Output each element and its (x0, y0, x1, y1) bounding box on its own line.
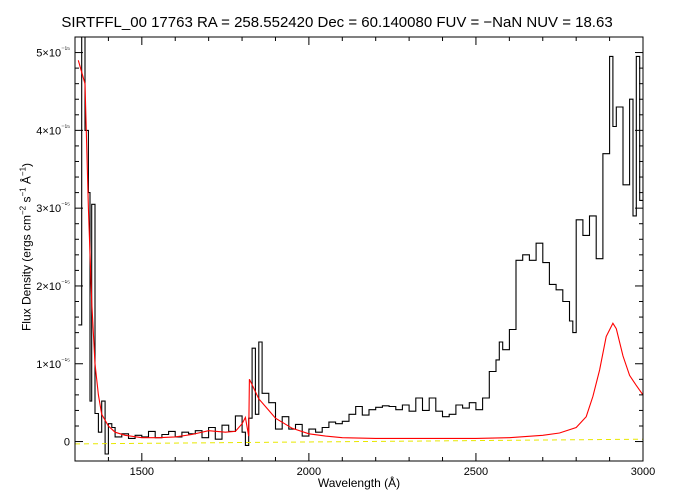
axis-layer: 1500 2000 2500 3000 0 1×10⁻¹⁵ 2×10⁻¹⁵ 3×10⁻¹⁵ 4×… (36, 37, 655, 478)
series-layer (75, 37, 643, 455)
y-tick-label: 0 (64, 437, 70, 449)
y-tick-label: 4×10⁻¹⁵ (36, 124, 70, 137)
x-tick-label: 2000 (297, 466, 321, 478)
plot-frame (74, 36, 644, 462)
series-line-1 (77, 60, 643, 439)
x-tick-label: 1500 (130, 466, 154, 478)
x-tick-label: 2500 (464, 466, 488, 478)
series-line-0 (78, 37, 643, 455)
y-tick-label: 5×10⁻¹⁵ (36, 47, 70, 60)
y-tick-label: 1×10⁻¹⁵ (36, 358, 70, 371)
x-axis-label: Wavelength (Å) (317, 476, 401, 490)
chart-title: SIRTFFL_00 17763 RA = 258.552420 Dec = 6… (61, 14, 613, 31)
series-line-2 (75, 438, 643, 445)
x-tick-label: 3000 (631, 466, 655, 478)
y-tick-label: 2×10⁻¹⁵ (36, 280, 70, 293)
y-tick-label: 3×10⁻¹⁵ (36, 202, 70, 215)
